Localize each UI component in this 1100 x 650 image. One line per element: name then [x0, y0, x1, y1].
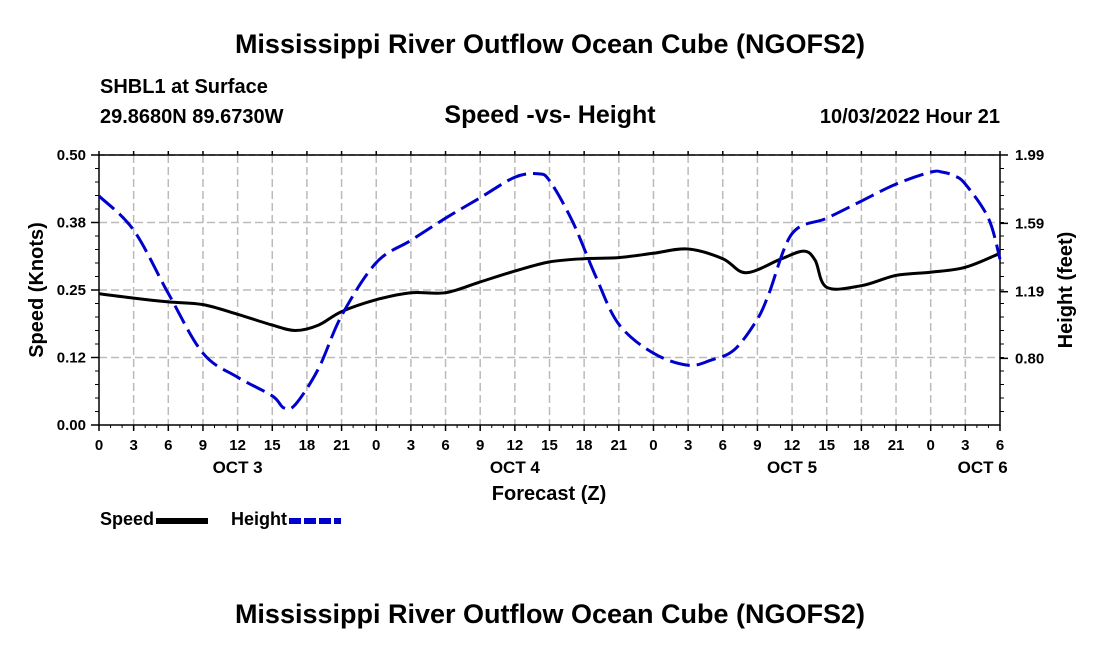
x-tick-label: 6: [164, 437, 172, 454]
y-right-tick-label: 1.19: [1015, 284, 1044, 301]
legend-speed-swatch: [156, 517, 209, 524]
x-tick-label: 3: [407, 437, 415, 454]
legend-speed: Speed: [100, 509, 209, 530]
station-label: SHBL1 at Surface: [100, 76, 268, 98]
x-tick-label: 3: [684, 437, 692, 454]
x-tick-label: 0: [372, 437, 380, 454]
x-tick-label: 0: [927, 437, 935, 454]
x-tick-label: 3: [961, 437, 969, 454]
x-tick-label: 18: [853, 437, 870, 454]
y-left-tick-label: 0.50: [57, 147, 86, 164]
chart-title: Speed -vs- Height: [444, 101, 656, 129]
x-tick-label: 6: [719, 437, 727, 454]
y-left-tick-label: 0.00: [57, 417, 86, 434]
y-left-tick-label: 0.25: [57, 282, 86, 299]
x-tick-label: 9: [199, 437, 207, 454]
x-tick-label: 12: [229, 437, 246, 454]
x-tick-label: 6: [996, 437, 1004, 454]
legend-height: Height: [231, 509, 341, 530]
x-tick-label: 21: [888, 437, 905, 454]
y-left-axis-title: Speed (Knots): [26, 222, 48, 358]
x-tick-label: 0: [95, 437, 103, 454]
grid-lines: [99, 154, 1000, 425]
y-right-tick-label: 0.80: [1015, 350, 1044, 367]
y-right-tick-label: 1.99: [1015, 147, 1044, 164]
x-tick-label: 21: [610, 437, 627, 454]
x-tick-label: 15: [541, 437, 558, 454]
x-day-label: OCT 5: [767, 458, 817, 477]
x-tick-label: 9: [476, 437, 484, 454]
page-title: Mississippi River Outflow Ocean Cube (NG…: [234, 29, 866, 59]
height-series-line: [97, 169, 1002, 411]
series-lines: [97, 169, 1002, 411]
speed-series-line: [98, 247, 1001, 332]
x-tick-label: 9: [753, 437, 761, 454]
x-axis-title: Forecast (Z): [492, 483, 606, 505]
x-tick-label: 18: [299, 437, 316, 454]
x-tick-label: 6: [441, 437, 449, 454]
x-tick-label: 3: [129, 437, 137, 454]
axis-ticks: 0 3 6 9 12 15 18 21 0 3 6 9 12 15 18 21 0 3 6 9 12 15 18 21 0 3 6 O…: [57, 147, 1044, 477]
y-left-tick-label: 0.38: [57, 215, 86, 232]
x-day-label: OCT 3: [213, 458, 263, 477]
x-tick-label: 21: [333, 437, 350, 454]
y-left-tick-label: 0.12: [57, 350, 86, 367]
legend-speed-label: Speed: [100, 509, 155, 529]
x-day-label: OCT 6: [958, 458, 1008, 477]
y-right-tick-label: 1.59: [1015, 215, 1044, 232]
x-tick-label: 18: [576, 437, 593, 454]
station-coords: 29.8680N 89.6730W: [100, 106, 284, 128]
x-tick-label: 12: [507, 437, 524, 454]
legend-height-label: Height: [231, 509, 287, 529]
bottom-title: Mississippi River Outflow Ocean Cube (NG…: [234, 599, 866, 629]
x-day-label: OCT 4: [490, 458, 541, 477]
x-tick-label: 0: [649, 437, 657, 454]
legend-height-swatch: [289, 517, 341, 524]
x-tick-label: 15: [264, 437, 281, 454]
forecast-datetime: 10/03/2022 Hour 21: [819, 106, 1000, 128]
x-tick-label: 12: [784, 437, 801, 454]
x-tick-label: 15: [818, 437, 835, 454]
y-right-axis-title: Height (feet): [1055, 232, 1077, 349]
